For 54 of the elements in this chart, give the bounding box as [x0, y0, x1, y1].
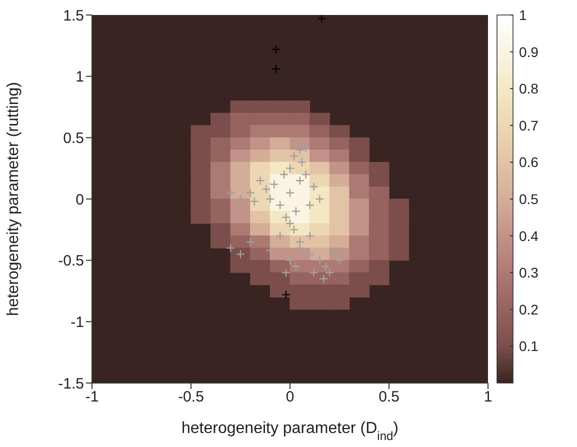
- point: [270, 180, 279, 189]
- point: [226, 188, 236, 198]
- point: [309, 268, 318, 278]
- color-bar-label: 0.4: [519, 228, 539, 244]
- y-tick-label: 0.5: [63, 130, 84, 147]
- point: [272, 44, 281, 54]
- point: [250, 196, 259, 206]
- point: [295, 243, 304, 253]
- point: [291, 206, 301, 216]
- point: [305, 200, 314, 210]
- x-axis-title: heterogeneity parameter (D$_{ind}$): [182, 420, 398, 443]
- color-bar-label: 1: [519, 7, 527, 23]
- point: [305, 231, 314, 240]
- point: [309, 182, 318, 192]
- point: [305, 250, 314, 259]
- y-axis-title: heterogeneity parameter (rutting): [5, 82, 22, 316]
- color-bar-label: 0.7: [519, 117, 539, 134]
- point: [285, 188, 295, 198]
- point: [246, 237, 255, 247]
- point: [236, 194, 246, 204]
- point: [266, 246, 275, 256]
- y-tick-label: 1: [76, 68, 84, 86]
- color-bar-label: 0.9: [519, 44, 539, 60]
- y-tick-label: 0: [76, 191, 84, 208]
- x-tick-label: -0.5: [178, 388, 204, 406]
- point: [276, 231, 285, 240]
- color-bar-label: 0.3: [519, 264, 539, 281]
- point: [262, 184, 271, 194]
- y-tick-label: -1.5: [58, 375, 84, 392]
- point: [301, 170, 310, 180]
- x-tick-label: 0: [286, 388, 294, 406]
- point: [289, 151, 299, 161]
- point: [285, 164, 295, 173]
- color-bar-label: 0.6: [519, 154, 539, 170]
- x-tick-label: 0.5: [378, 388, 400, 406]
- y-tick-label: -0.5: [58, 252, 84, 270]
- point: [317, 15, 326, 24]
- point: [226, 243, 236, 253]
- point: [279, 170, 289, 180]
- color-bar-label: 0.2: [519, 301, 539, 318]
- y-tick-label: -1: [70, 314, 84, 331]
- point: [297, 158, 306, 167]
- x-tick-label: 1: [484, 388, 492, 406]
- color-bar-label: 0.5: [519, 191, 539, 207]
- point: [281, 268, 291, 278]
- color-bar-label: 0.1: [519, 338, 539, 354]
- point: [301, 142, 310, 152]
- color-bar-label: 0.8: [519, 80, 539, 97]
- point: [246, 188, 255, 198]
- point: [315, 194, 324, 204]
- y-tick-label: 1.5: [63, 7, 84, 24]
- point: [266, 194, 275, 204]
- point: [281, 290, 291, 300]
- point: [272, 64, 281, 74]
